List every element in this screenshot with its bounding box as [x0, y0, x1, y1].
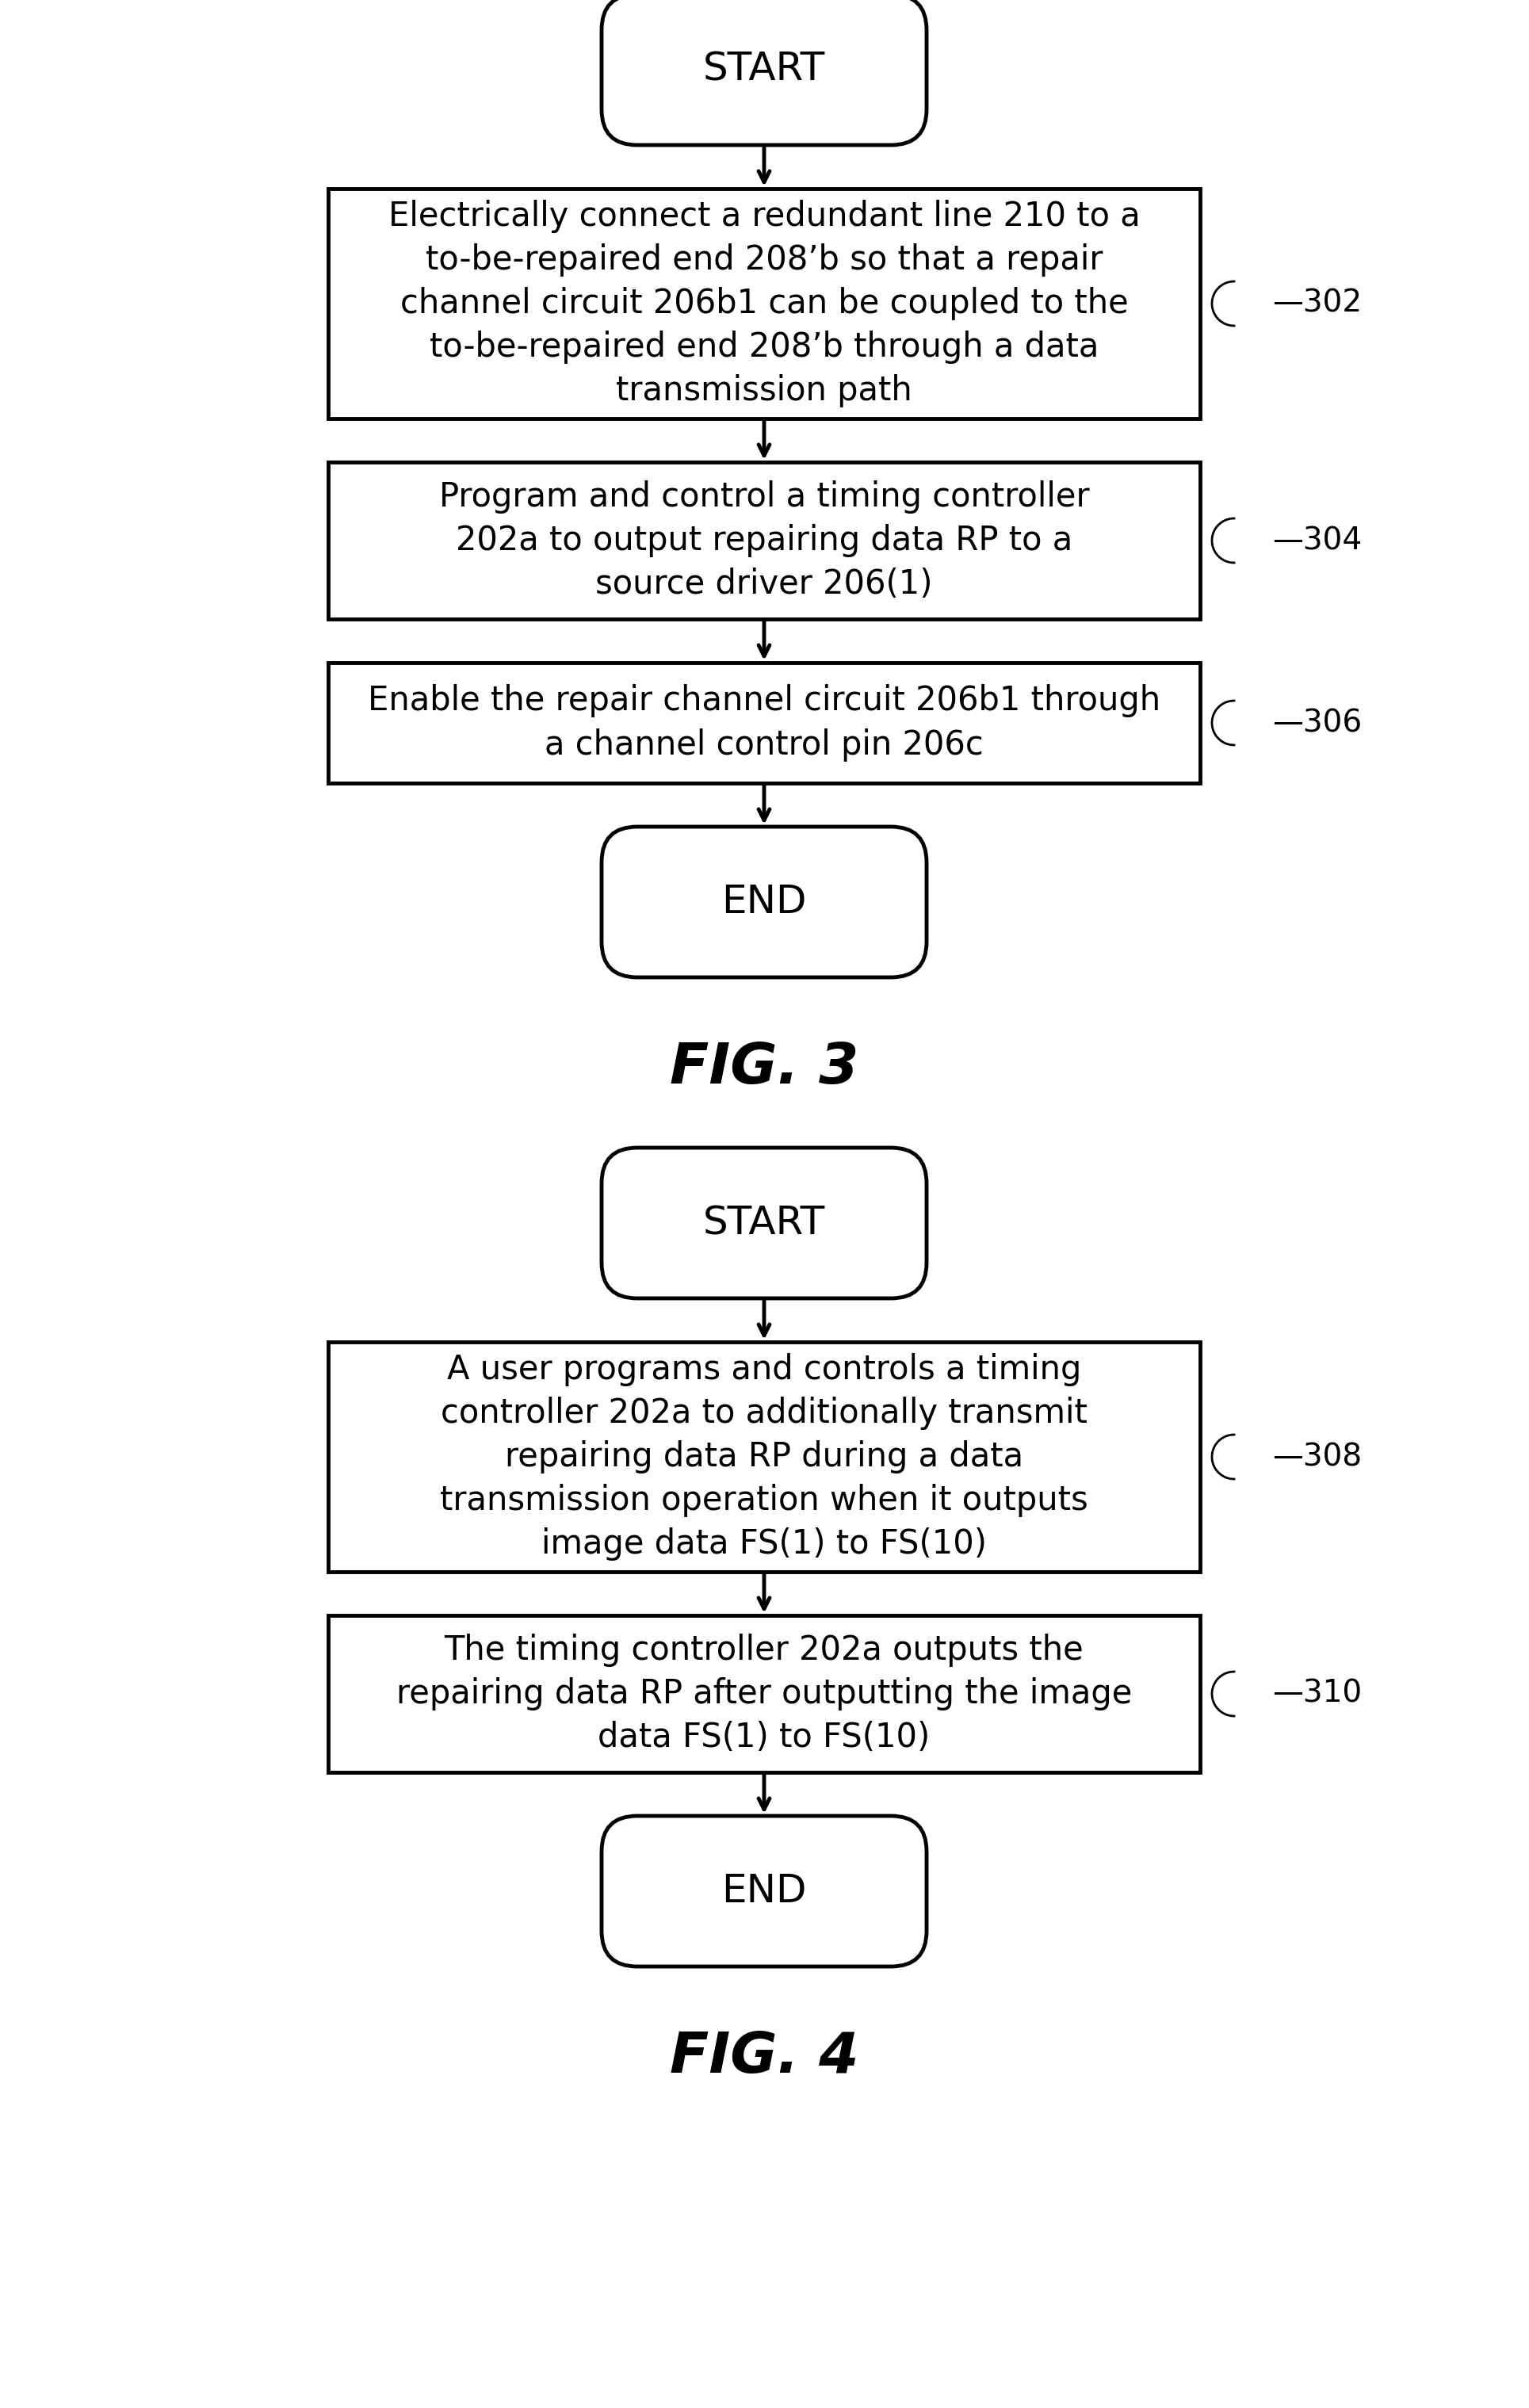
- Bar: [329, 1341, 1200, 1572]
- Text: Program and control a timing controller
202a to output repairing data RP to a
so: Program and control a timing controller …: [439, 479, 1089, 602]
- Text: —308: —308: [1272, 1442, 1362, 1471]
- Text: START: START: [703, 1204, 826, 1243]
- Text: FIG. 3: FIG. 3: [670, 1040, 859, 1096]
- Text: FIG. 4: FIG. 4: [670, 2030, 859, 2085]
- Text: A user programs and controls a timing
controller 202a to additionally transmit
r: A user programs and controls a timing co…: [440, 1353, 1089, 1560]
- Text: Electrically connect a redundant line 210 to a
to-be-repaired end 208’b so that : Electrically connect a redundant line 21…: [388, 200, 1141, 407]
- Bar: [329, 462, 1200, 619]
- Text: —306: —306: [1272, 708, 1362, 737]
- Bar: [329, 1616, 1200, 1772]
- Text: END: END: [722, 1871, 807, 1910]
- Text: START: START: [703, 51, 826, 89]
- Text: —310: —310: [1272, 1678, 1362, 1710]
- FancyBboxPatch shape: [601, 826, 927, 978]
- FancyBboxPatch shape: [601, 0, 927, 144]
- Bar: [329, 662, 1200, 783]
- Text: —304: —304: [1272, 525, 1362, 556]
- Text: END: END: [722, 884, 807, 920]
- Bar: [329, 188, 1200, 419]
- FancyBboxPatch shape: [601, 1816, 927, 1967]
- Text: —302: —302: [1272, 289, 1362, 318]
- Text: The timing controller 202a outputs the
repairing data RP after outputting the im: The timing controller 202a outputs the r…: [396, 1633, 1131, 1755]
- FancyBboxPatch shape: [601, 1149, 927, 1298]
- Text: Enable the repair channel circuit 206b1 through
a channel control pin 206c: Enable the repair channel circuit 206b1 …: [368, 684, 1161, 761]
